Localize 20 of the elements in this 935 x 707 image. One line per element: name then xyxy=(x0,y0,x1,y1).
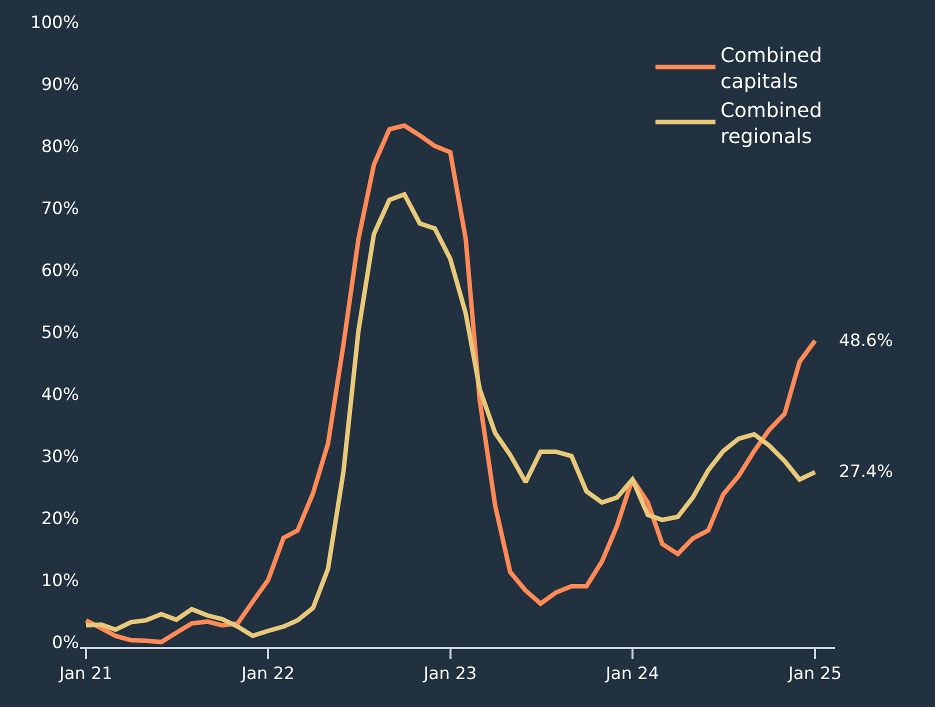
x-tick-label: Jan 25 xyxy=(787,664,842,684)
y-tick-label: 90% xyxy=(41,74,79,95)
y-tick-label: 20% xyxy=(41,508,79,529)
y-tick-label: 60% xyxy=(41,260,79,281)
x-tick-label: Jan 24 xyxy=(604,664,660,684)
y-tick-label: 100% xyxy=(30,12,79,33)
x-tick-label: Jan 22 xyxy=(240,664,295,684)
y-tick-label: 10% xyxy=(41,570,79,591)
x-tick-label: Jan 23 xyxy=(422,664,477,684)
annotation: 27.4% xyxy=(839,462,894,482)
x-tick-label: Jan 21 xyxy=(58,664,113,684)
y-tick-label: 50% xyxy=(41,322,79,343)
y-tick-label: 40% xyxy=(41,384,79,405)
annotation: 48.6% xyxy=(839,331,894,351)
y-tick-label: 30% xyxy=(41,446,79,467)
y-tick-label: 70% xyxy=(41,198,79,219)
y-tick-label: 0% xyxy=(52,632,79,653)
legend-label: Combined regionals xyxy=(720,98,822,148)
y-tick-label: 80% xyxy=(41,136,79,157)
legend-label: Combined capitals xyxy=(720,42,822,93)
